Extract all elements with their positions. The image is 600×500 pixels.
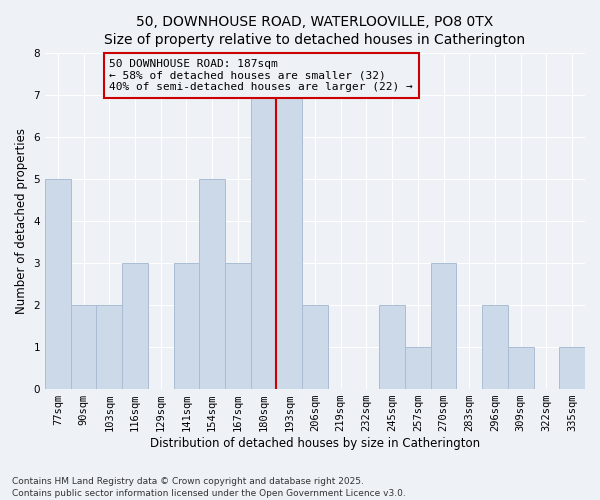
Bar [122, 263, 148, 389]
Bar [45, 179, 71, 389]
Bar [431, 263, 457, 389]
Bar [173, 263, 199, 389]
Bar [199, 179, 225, 389]
Bar [97, 305, 122, 389]
Bar [482, 305, 508, 389]
Bar [559, 347, 585, 389]
Title: 50, DOWNHOUSE ROAD, WATERLOOVILLE, PO8 0TX
Size of property relative to detached: 50, DOWNHOUSE ROAD, WATERLOOVILLE, PO8 0… [104, 15, 526, 48]
Bar [405, 347, 431, 389]
X-axis label: Distribution of detached houses by size in Catherington: Distribution of detached houses by size … [150, 437, 480, 450]
Bar [71, 305, 97, 389]
Bar [508, 347, 533, 389]
Y-axis label: Number of detached properties: Number of detached properties [15, 128, 28, 314]
Bar [225, 263, 251, 389]
Text: 50 DOWNHOUSE ROAD: 187sqm
← 58% of detached houses are smaller (32)
40% of semi-: 50 DOWNHOUSE ROAD: 187sqm ← 58% of detac… [109, 59, 413, 92]
Text: Contains HM Land Registry data © Crown copyright and database right 2025.
Contai: Contains HM Land Registry data © Crown c… [12, 476, 406, 498]
Bar [379, 305, 405, 389]
Bar [277, 95, 302, 389]
Bar [251, 95, 277, 389]
Bar [302, 305, 328, 389]
